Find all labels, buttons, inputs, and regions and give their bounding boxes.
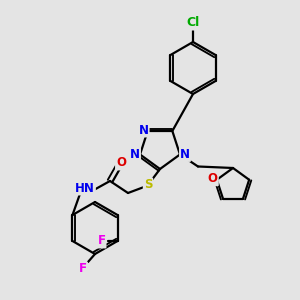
Text: N: N <box>180 148 190 161</box>
Text: O: O <box>208 172 218 185</box>
Text: F: F <box>79 262 87 275</box>
Text: Cl: Cl <box>186 16 200 29</box>
Text: N: N <box>139 124 149 136</box>
Text: O: O <box>116 157 126 169</box>
Text: N: N <box>130 148 140 161</box>
Text: F: F <box>98 235 106 248</box>
Text: S: S <box>144 178 152 191</box>
Text: HN: HN <box>75 182 95 194</box>
